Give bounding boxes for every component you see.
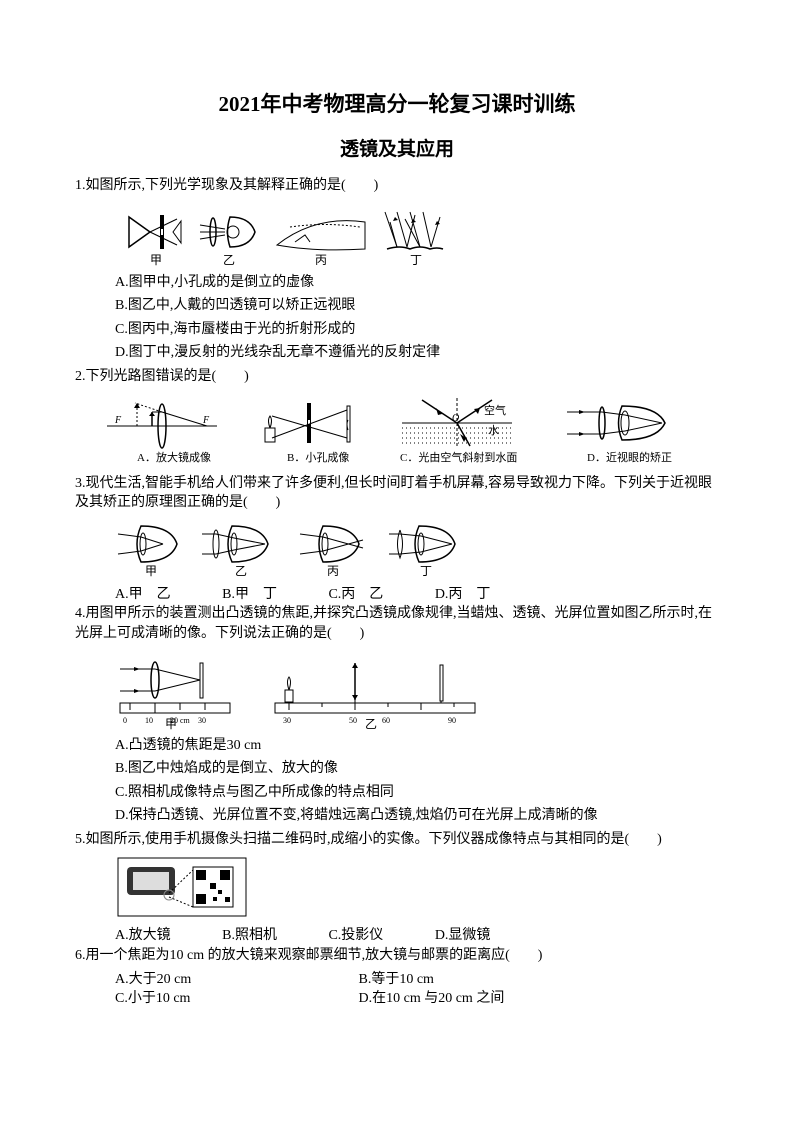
q3-options: A.甲 乙 B.甲 丁 C.丙 乙 D.丙 丁	[115, 585, 719, 605]
main-title: 2021年中考物理高分一轮复习课时训练	[75, 90, 719, 119]
q1-svg: 甲 乙 丙 丁	[115, 202, 455, 267]
svg-text:60: 60	[382, 716, 390, 725]
q3-svg: 甲 乙 丙 丁	[115, 519, 495, 579]
q2-stem: 2.下列光路图错误的是( )	[75, 367, 719, 387]
q5-optA: A.放大镜	[115, 926, 171, 946]
q5-optC: C.投影仪	[328, 926, 383, 946]
q4-optD: D.保持凸透镜、光屏位置不变,将蜡烛远离凸透镜,烛焰仍可在光屏上成清晰的像	[115, 806, 719, 826]
q1-optA: A.图甲中,小孔成的是倒立的虚像	[115, 273, 719, 293]
svg-text:30: 30	[198, 716, 206, 725]
q4-optA: A.凸透镜的焦距是30 cm	[115, 736, 719, 756]
q5-optD: D.显微镜	[435, 926, 491, 946]
q4-optC: C.照相机成像特点与图乙中所成像的特点相同	[115, 783, 719, 803]
svg-text:O: O	[452, 413, 459, 424]
svg-text:D．近视眼的矫正: D．近视眼的矫正	[587, 450, 672, 464]
svg-text:90: 90	[448, 716, 456, 725]
q5-svg	[115, 855, 250, 920]
q1-figures: 甲 乙 丙 丁	[115, 202, 719, 267]
q3-stem: 3.现代生活,智能手机给人们带来了许多便利,但长时间盯着手机屏幕,容易导致视力下…	[75, 474, 719, 513]
svg-text:50: 50	[349, 716, 357, 725]
svg-text:丙: 丙	[315, 253, 327, 267]
q6-options-row2: C.小于10 cm D.在10 cm 与20 cm 之间	[115, 989, 719, 1009]
svg-text:丙: 丙	[327, 564, 339, 578]
q3-figures: 甲 乙 丙 丁	[115, 519, 719, 579]
svg-text:乙: 乙	[235, 564, 247, 578]
svg-text:B．小孔成像: B．小孔成像	[287, 451, 349, 464]
svg-text:C．光由空气斜射到水面: C．光由空气斜射到水面	[400, 450, 517, 464]
svg-text:10: 10	[145, 716, 153, 725]
q3-optD: D.丙 丁	[435, 585, 491, 605]
q5-stem: 5.如图所示,使用手机摄像头扫描二维码时,成缩小的实像。下列仪器成像特点与其相同…	[75, 830, 719, 850]
q1-optC: C.图丙中,海市蜃楼由于光的折射形成的	[115, 320, 719, 340]
q4-svg: 01020 cm30 甲 3050 6090 乙	[115, 650, 515, 730]
q6-optC: C.小于10 cm	[115, 989, 355, 1009]
svg-text:甲: 甲	[150, 253, 162, 267]
q2-svg: F F A．放大镜成像 B．小孔成像	[102, 393, 712, 468]
svg-text:30: 30	[283, 716, 291, 725]
q6-options-row1: A.大于20 cm B.等于10 cm	[115, 970, 719, 990]
q4-optB: B.图乙中烛焰成的是倒立、放大的像	[115, 759, 719, 779]
svg-text:A．放大镜成像: A．放大镜成像	[137, 450, 211, 464]
q3-optC: C.丙 乙	[328, 585, 383, 605]
q6-stem: 6.用一个焦距为10 cm 的放大镜来观察邮票细节,放大镜与邮票的距离应( )	[75, 946, 719, 966]
svg-text:甲: 甲	[145, 564, 157, 578]
q1-stem: 1.如图所示,下列光学现象及其解释正确的是( )	[75, 176, 719, 196]
svg-text:丁: 丁	[410, 253, 422, 267]
q4-stem: 4.用图甲所示的装置测出凸透镜的焦距,并探究凸透镜成像规律,当蜡烛、透镜、光屏位…	[75, 604, 719, 643]
q6-optD: D.在10 cm 与20 cm 之间	[359, 989, 599, 1009]
svg-text:乙: 乙	[223, 253, 235, 267]
svg-text:乙: 乙	[365, 717, 377, 730]
sub-title: 透镜及其应用	[75, 137, 719, 164]
svg-text:空气: 空气	[484, 403, 506, 417]
q3-optA: A.甲 乙	[115, 585, 171, 605]
q6-optB: B.等于10 cm	[359, 970, 599, 990]
q5-options: A.放大镜 B.照相机 C.投影仪 D.显微镜	[115, 926, 719, 946]
q6-optA: A.大于20 cm	[115, 970, 355, 990]
q2-figures: F F A．放大镜成像 B．小孔成像	[95, 393, 719, 468]
svg-text:甲: 甲	[165, 717, 177, 730]
q5-figures	[115, 855, 719, 920]
q4-figures: 01020 cm30 甲 3050 6090 乙	[115, 650, 719, 730]
svg-text:丁: 丁	[420, 564, 432, 578]
q1-optD: D.图丁中,漫反射的光线杂乱无章不遵循光的反射定律	[115, 343, 719, 363]
svg-text:0: 0	[123, 716, 127, 725]
q1-optB: B.图乙中,人戴的凹透镜可以矫正远视眼	[115, 296, 719, 316]
q5-optB: B.照相机	[222, 926, 277, 946]
svg-text:水: 水	[488, 424, 499, 437]
svg-text:F: F	[114, 415, 122, 426]
q3-optB: B.甲 丁	[222, 585, 277, 605]
